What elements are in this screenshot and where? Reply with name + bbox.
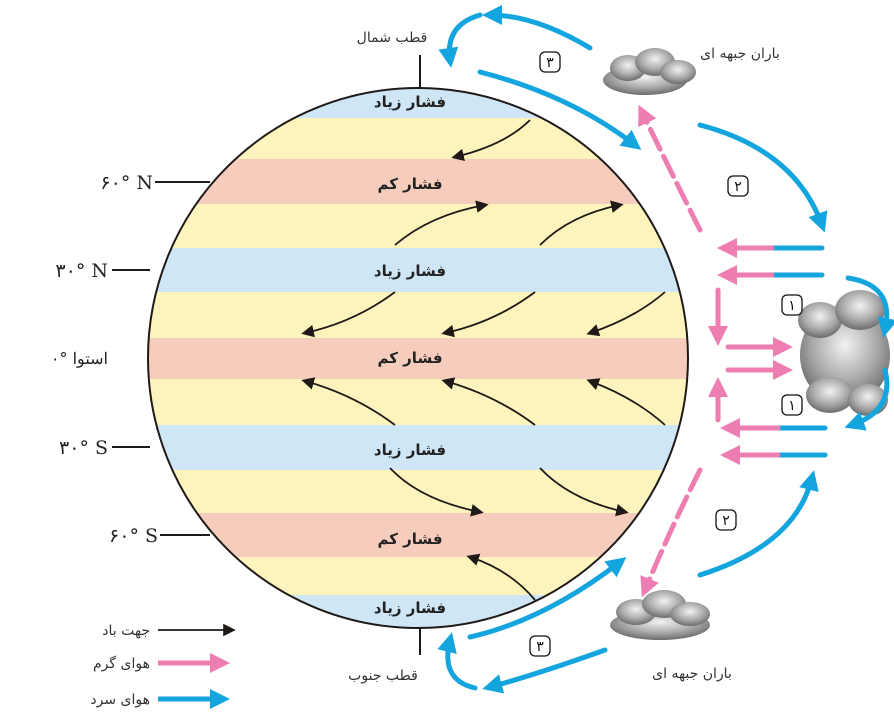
wind-arrow [394, 200, 489, 246]
legend: جهت باد هوای گرم هوای سرد [90, 623, 236, 709]
belt-label: فشار کم [377, 349, 442, 367]
belt-label: فشار زیاد [374, 93, 446, 111]
wind-arrow [451, 119, 531, 162]
band-neutral [148, 292, 688, 338]
band-subtropical-high-south [148, 425, 688, 470]
frontal-rain-label-south: باران جبهه ای [652, 666, 732, 682]
wind-arrow [389, 467, 484, 517]
wind-arrow [301, 291, 396, 338]
latitude-label-30n: ۳۰° N [55, 260, 108, 282]
latitude-ticks [112, 55, 421, 655]
latitude-label-equator: ۰° استوا [51, 349, 108, 368]
belt-label: فشار زیاد [374, 441, 446, 459]
warm-air-arrow [638, 104, 703, 233]
band-north-low [148, 159, 688, 204]
belt-label: فشار زیاد [374, 599, 446, 617]
cold-air-arrow [437, 632, 478, 691]
legend-wind-label: جهت باد [102, 623, 150, 639]
wind-arrow [539, 200, 624, 246]
belt-label: فشار زیاد [374, 262, 446, 280]
cold-air-arrow [482, 647, 608, 694]
cold-air-arrow [477, 69, 642, 150]
band-neutral [148, 379, 688, 425]
cloud-north-icon [603, 48, 696, 95]
band-neutral [148, 118, 688, 159]
south-pole-label: قطب جنوب [348, 668, 418, 684]
latitude-label-60n: ۶۰° N [100, 172, 153, 194]
wind-arrow [441, 291, 536, 338]
cell-number: ۱ [788, 298, 796, 314]
latitude-label-30s: ۳۰° S [59, 437, 108, 459]
wind-arrow [586, 378, 666, 426]
belt-label: فشار کم [377, 530, 442, 548]
cell-number: ۲ [722, 513, 730, 529]
legend-cold-label: هوای سرد [90, 692, 150, 708]
wind-arrow [301, 377, 396, 426]
wind-arrow [539, 467, 629, 517]
band-subtropical-high-north [148, 248, 688, 292]
north-pole-label: قطب شمال [357, 30, 428, 46]
cold-air-arrow [844, 367, 890, 431]
cold-air-arrow [845, 275, 894, 338]
wind-arrow [586, 291, 666, 337]
pressure-belt-labels: فشار زیاد فشار کم فشار زیاد فشار کم فشار… [374, 93, 446, 617]
cloud-south-icon [610, 590, 710, 640]
wind-arrow [441, 377, 536, 426]
cold-air-arrow [697, 122, 828, 233]
warm-air-arrows [638, 104, 793, 598]
cell-number: ۲ [734, 179, 742, 195]
cloud-equator-icon [798, 290, 890, 416]
cell-number: ۳ [536, 639, 544, 655]
cold-air-arrow [467, 557, 627, 640]
latitude-label-60s: ۶۰° S [109, 525, 158, 547]
cold-air-arrow [482, 5, 593, 51]
cold-air-arrow [438, 12, 483, 68]
legend-warm-label: هوای گرم [93, 655, 150, 672]
cold-air-arrows [437, 5, 894, 694]
cold-air-arrow [697, 470, 819, 578]
band-equatorial-low [148, 338, 688, 379]
band-south-low [148, 513, 688, 557]
belt-label: فشار کم [377, 175, 442, 193]
wind-arrow [466, 553, 536, 601]
frontal-rain-label-north: باران جبهه ای [700, 46, 780, 62]
wind-arrows [301, 119, 666, 601]
cell-number: ۳ [546, 55, 554, 71]
cell-number-markers: ۳ ۲ ۱ ۱ ۲ ۳ [529, 51, 803, 657]
band-neutral [148, 470, 688, 513]
cell-number: ۱ [788, 398, 796, 414]
band-neutral [148, 204, 688, 248]
warm-air-arrow [640, 467, 703, 598]
globe-outline [147, 87, 689, 629]
